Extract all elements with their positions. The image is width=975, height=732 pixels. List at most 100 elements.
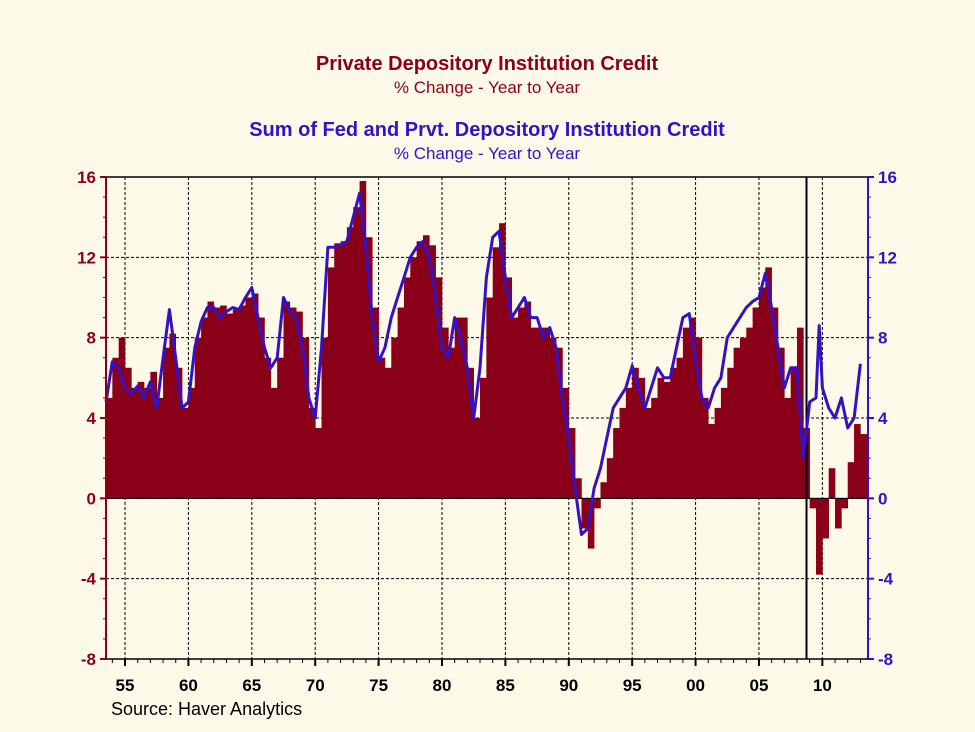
x-tick-label: 85 [496, 676, 515, 695]
line-series [104, 191, 862, 536]
bar [790, 367, 798, 499]
bar [625, 387, 633, 499]
bar [403, 277, 411, 499]
bar [632, 367, 639, 499]
y-axis-right: 16 12 8 4 0 -4 -8 [868, 168, 897, 669]
bar [708, 424, 715, 499]
y-tick-label-left: -8 [81, 650, 96, 669]
bar [556, 347, 563, 499]
bar [771, 307, 779, 499]
bar [663, 381, 671, 499]
bar [594, 498, 601, 509]
bar-series [106, 181, 868, 575]
bar [682, 327, 690, 499]
bar [359, 181, 367, 499]
bar [492, 247, 500, 499]
bar [429, 245, 436, 499]
bar [251, 293, 259, 499]
bar [175, 367, 183, 499]
bar [422, 235, 430, 499]
bar [758, 287, 766, 499]
bar [613, 428, 620, 499]
y-tick-label-left: 12 [77, 248, 96, 267]
x-tick-label: 80 [433, 676, 452, 695]
bar [156, 397, 164, 499]
bar [765, 267, 772, 499]
bar [378, 357, 386, 499]
x-tick-label: 65 [242, 676, 261, 695]
bar [746, 327, 753, 499]
bar [391, 337, 398, 499]
x-tick-label: 70 [306, 676, 325, 695]
bar [435, 277, 443, 499]
bar [530, 327, 538, 499]
bar [118, 337, 126, 499]
bar [822, 498, 829, 539]
y-tick-label-left: 0 [87, 489, 96, 508]
x-tick-label: 55 [116, 676, 135, 695]
bar [524, 301, 532, 499]
bar [847, 462, 855, 499]
bar [835, 498, 842, 529]
bar [258, 317, 265, 499]
bar [226, 313, 234, 499]
bar [106, 397, 113, 499]
bar [340, 241, 348, 499]
bar [454, 317, 462, 499]
bar [600, 482, 608, 499]
bar [131, 387, 138, 499]
source-note: Source: Haver Analytics [111, 699, 302, 719]
y-tick-label-left: 16 [77, 168, 96, 187]
bar [562, 387, 570, 499]
bar [264, 357, 272, 499]
bar [575, 478, 582, 499]
bar [245, 297, 253, 499]
x-tick-label: 60 [179, 676, 198, 695]
bar [651, 397, 658, 499]
bar [194, 337, 202, 499]
chart-title-1: Private Depository Institution Credit [316, 53, 659, 75]
bar [480, 377, 487, 499]
bar [365, 237, 373, 499]
bar [644, 407, 652, 499]
bar [499, 223, 506, 499]
bar [448, 347, 455, 499]
bar [213, 307, 221, 499]
bar [308, 407, 316, 499]
bar [581, 498, 589, 529]
bar [289, 307, 297, 499]
bar [270, 387, 278, 499]
bar [720, 387, 728, 499]
bar [752, 307, 760, 499]
x-tick-label: 95 [623, 676, 642, 695]
bar [315, 428, 322, 499]
bar [207, 301, 215, 499]
bar [169, 333, 177, 499]
bar [739, 337, 747, 499]
bar [511, 317, 519, 499]
x-tick-label: 75 [369, 676, 388, 695]
bar [670, 367, 677, 499]
bar [416, 241, 424, 499]
bar [327, 267, 335, 499]
y-tick-label-left: 8 [87, 329, 96, 348]
series-line [104, 191, 862, 536]
bar [473, 418, 481, 499]
y-tick-label-right: 12 [878, 248, 897, 267]
bar [467, 367, 474, 499]
bar [302, 337, 310, 499]
bar [841, 498, 849, 509]
y-tick-label-left: -4 [81, 570, 97, 589]
chart-title-2: Sum of Fed and Prvt. Depository Institut… [249, 119, 725, 141]
bar [125, 367, 132, 499]
bar [638, 377, 646, 499]
bar [714, 407, 722, 499]
bar [587, 498, 595, 549]
bar [283, 301, 291, 499]
bar [606, 458, 614, 499]
bar [816, 498, 823, 575]
x-tick-label: 10 [813, 676, 832, 695]
bar [860, 434, 868, 499]
bar [549, 337, 557, 499]
